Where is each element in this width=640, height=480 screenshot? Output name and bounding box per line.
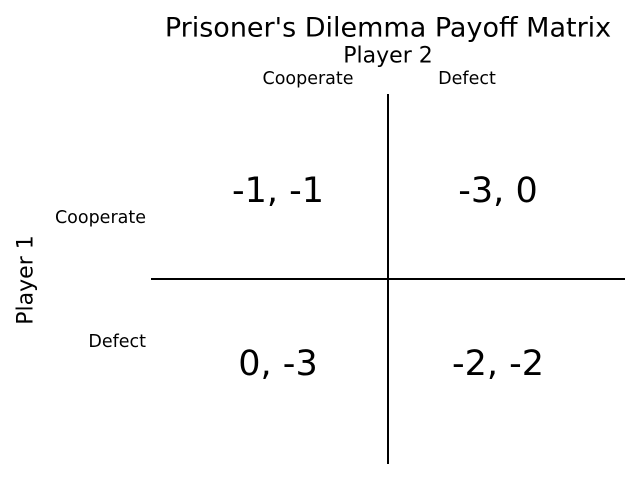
payoff-cell-defect-cooperate: 0, -3 [238,344,318,384]
column-label-defect: Defect [438,69,496,89]
row-label-cooperate: Cooperate [54,208,146,228]
diagram-title: Prisoner's Dilemma Payoff Matrix [164,12,612,44]
payoff-cell-cooperate-cooperate: -1, -1 [231,171,325,211]
player-1-label: Player 1 [13,235,39,325]
row-label-defect: Defect [88,332,146,352]
column-label-cooperate: Cooperate [262,69,354,89]
payoff-cell-cooperate-defect: -3, 0 [458,171,538,211]
horizontal-divider [151,278,625,280]
payoff-cell-defect-defect: -2, -2 [451,344,545,384]
player-2-label: Player 2 [343,43,433,69]
